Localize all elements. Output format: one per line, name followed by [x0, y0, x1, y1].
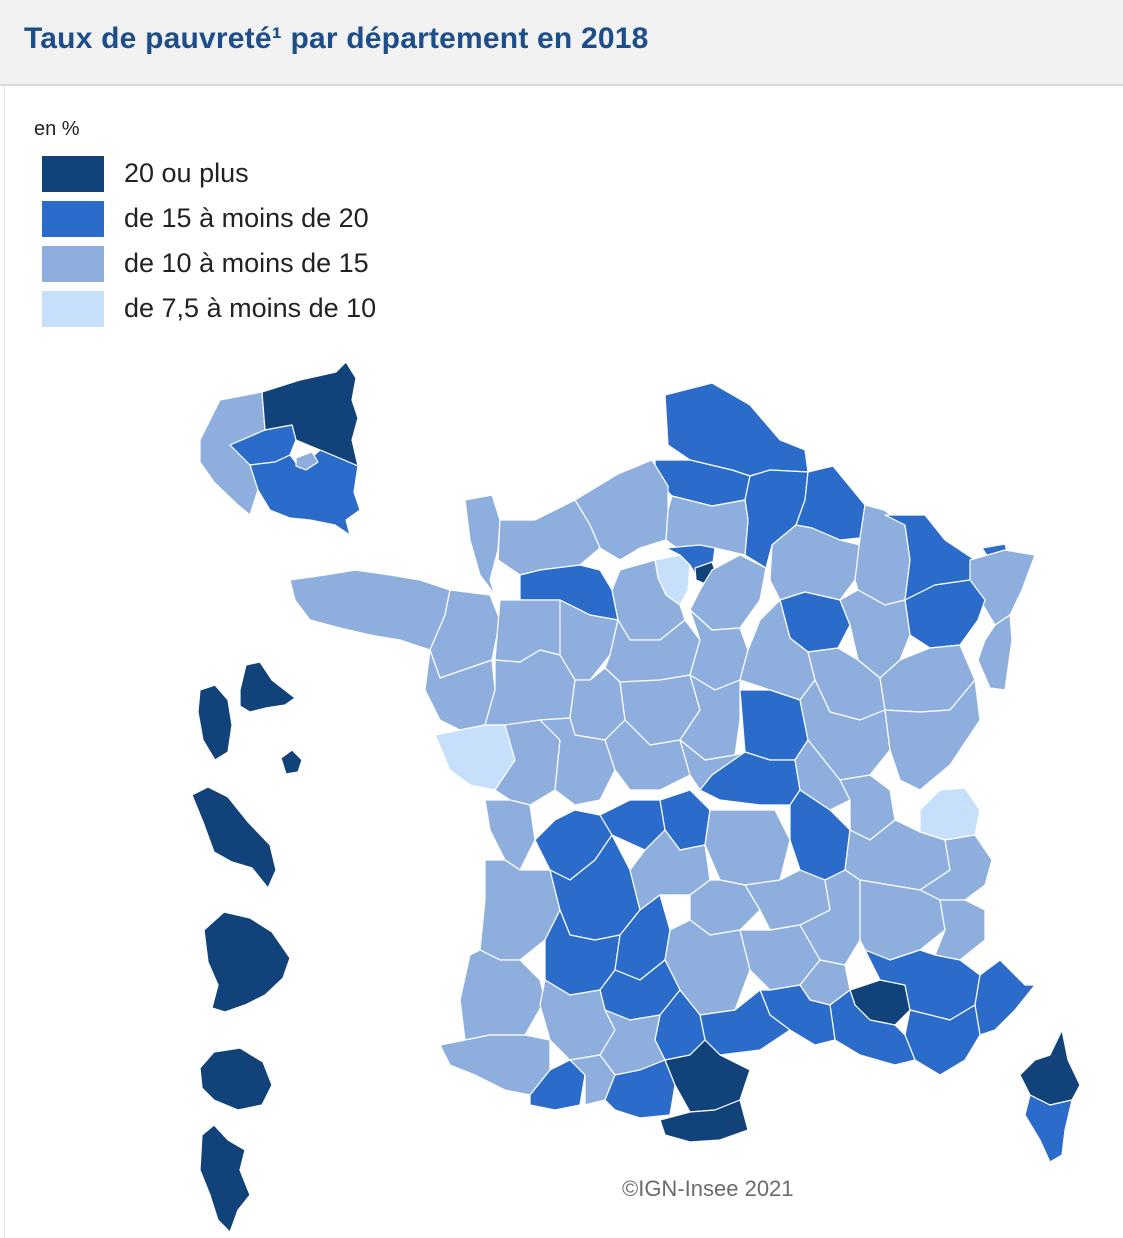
- martinique: [191, 786, 277, 889]
- legend-label: de 10 à moins de 15: [124, 248, 369, 278]
- mayotte: [199, 1124, 251, 1233]
- legend-item-7-5-10: de 7,5 à moins de 10: [34, 286, 376, 331]
- legend-item-20-plus: 20 ou plus: [34, 151, 376, 196]
- legend-label: de 7,5 à moins de 10: [124, 293, 377, 323]
- legend: en % 20 ou plus de 15 à moins de 20 de 1…: [34, 118, 376, 331]
- legend-swatch: [42, 155, 104, 192]
- map-credit: ©IGN-Insee 2021: [622, 1176, 794, 1201]
- guadeloupe: [197, 661, 303, 775]
- legend-swatch: [42, 245, 104, 282]
- metropole: [289, 382, 1081, 1163]
- la-reunion: [199, 1047, 273, 1111]
- legend-item-10-15: de 10 à moins de 15: [34, 241, 376, 286]
- title-bar: Taux de pauvreté¹ par département en 201…: [0, 0, 1123, 86]
- legend-swatch: [42, 200, 104, 237]
- legend-label: 20 ou plus: [124, 158, 249, 188]
- legend-swatch: [42, 290, 104, 327]
- page-title: Taux de pauvreté¹ par département en 201…: [24, 22, 649, 55]
- legend-label: de 15 à moins de 20: [124, 203, 369, 233]
- guyane: [203, 911, 291, 1013]
- legend-unit: en %: [34, 118, 80, 140]
- legend-item-15-20: de 15 à moins de 20: [34, 196, 376, 241]
- paris-inset: [199, 361, 361, 536]
